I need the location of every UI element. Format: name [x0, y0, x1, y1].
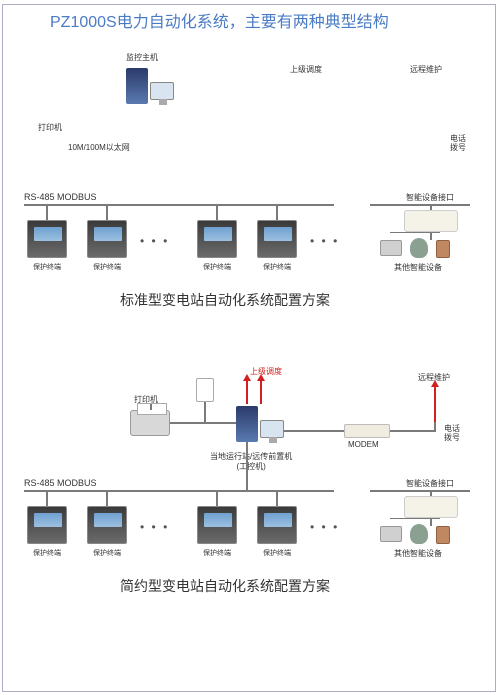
d1-4 [276, 204, 278, 220]
c-modem-v [434, 422, 436, 432]
switch-1 [404, 210, 458, 232]
smart-dev-1a [380, 240, 402, 256]
smart-drop-1 [430, 232, 432, 240]
d2-2 [106, 490, 108, 506]
red-arrow-remote [434, 386, 436, 422]
section1: 监控主机 上级调度 远程维护 打印机 10M/100M以太网 电话 拨号 RS-… [0, 40, 500, 350]
dots-1: • • • [140, 234, 169, 248]
d2-4 [276, 490, 278, 506]
smart-conn-1 [390, 232, 440, 233]
term-l-1-4: 保护终端 [257, 262, 297, 272]
main-title: PZ1000S电力自动化系统，主要有两种典型结构 [50, 8, 389, 32]
c-printer-h [170, 422, 236, 424]
smart-dev-1b [410, 238, 428, 258]
c-doc-v [204, 402, 206, 422]
smart-drop-2 [430, 518, 432, 526]
smart-port-2: 智能设备接口 [406, 478, 454, 489]
term-l-2-3: 保护终端 [197, 548, 237, 558]
red-arrow-up [246, 380, 248, 404]
smart-dev-2b [410, 524, 428, 544]
station-label: 监控主机 [126, 52, 158, 63]
other-smart-2: 其他智能设备 [394, 548, 442, 559]
server-2 [236, 406, 258, 442]
printer-icon [130, 410, 170, 436]
section2: 上级调度 远程维护 打印机 MODEM 电话 拨号 当地运行站/远传前置机 (工… [0, 360, 500, 690]
term-l-1-3: 保护终端 [197, 262, 237, 272]
phone-label-2: 电话 拨号 [444, 424, 460, 442]
section1-title: 标准型变电站自动化系统配置方案 [120, 290, 330, 310]
dots-2: • • • [310, 234, 339, 248]
d2-1 [46, 490, 48, 506]
switch-2 [404, 496, 458, 518]
term-1-3 [197, 220, 237, 258]
modem-box [344, 424, 390, 438]
modem-label: MODEM [348, 440, 379, 449]
term-l-2-4: 保护终端 [257, 548, 297, 558]
remote-maint-label: 远程维护 [410, 64, 442, 75]
smart-conn-2 [390, 518, 440, 519]
term-1-2 [87, 220, 127, 258]
smart-dev-2c [436, 526, 450, 544]
d2-3 [216, 490, 218, 506]
other-smart-1: 其他智能设备 [394, 262, 442, 273]
c-server-modem [284, 430, 344, 432]
dots-3: • • • [140, 520, 169, 534]
doc-icon [196, 378, 214, 402]
printer-label-1: 打印机 [38, 122, 62, 133]
smart-port-1: 智能设备接口 [406, 192, 454, 203]
local-station-label: 当地运行站/远传前置机 (工控机) [210, 452, 292, 472]
c-modem-right [390, 430, 434, 432]
term-2-4 [257, 506, 297, 544]
server-icon [126, 68, 148, 104]
dots-4: • • • [310, 520, 339, 534]
bus-1 [24, 204, 334, 206]
upper-dispatch-2: 上级调度 [250, 366, 282, 377]
monitor-icon [150, 82, 174, 100]
switch-drop-1 [430, 204, 432, 210]
d1-3 [216, 204, 218, 220]
monitor-2 [260, 420, 284, 438]
term-l-1-2: 保护终端 [87, 262, 127, 272]
term-l-2-2: 保护终端 [87, 548, 127, 558]
network-label: 10M/100M以太网 [68, 142, 130, 153]
bus-label-2: RS-485 MODBUS [24, 478, 97, 488]
smart-dev-1c [436, 240, 450, 258]
smart-dev-2a [380, 526, 402, 542]
term-1-1 [27, 220, 67, 258]
c-printer-up [150, 404, 152, 410]
section2-title: 简约型变电站自动化系统配置方案 [120, 576, 330, 596]
term-1-4 [257, 220, 297, 258]
term-2-1 [27, 506, 67, 544]
bus-label-1: RS-485 MODBUS [24, 192, 97, 202]
d1-2 [106, 204, 108, 220]
term-2-2 [87, 506, 127, 544]
bus-1b [370, 204, 470, 206]
red-arrow-up2 [260, 380, 262, 404]
upper-dispatch-label: 上级调度 [290, 64, 322, 75]
phone-label-1: 电话 拨号 [450, 134, 466, 152]
term-2-3 [197, 506, 237, 544]
c-server-down [246, 442, 248, 490]
term-l-2-1: 保护终端 [27, 548, 67, 558]
d1-1 [46, 204, 48, 220]
switch-drop-2 [430, 490, 432, 496]
term-l-1-1: 保护终端 [27, 262, 67, 272]
bus-2b [370, 490, 470, 492]
bus-2 [24, 490, 334, 492]
